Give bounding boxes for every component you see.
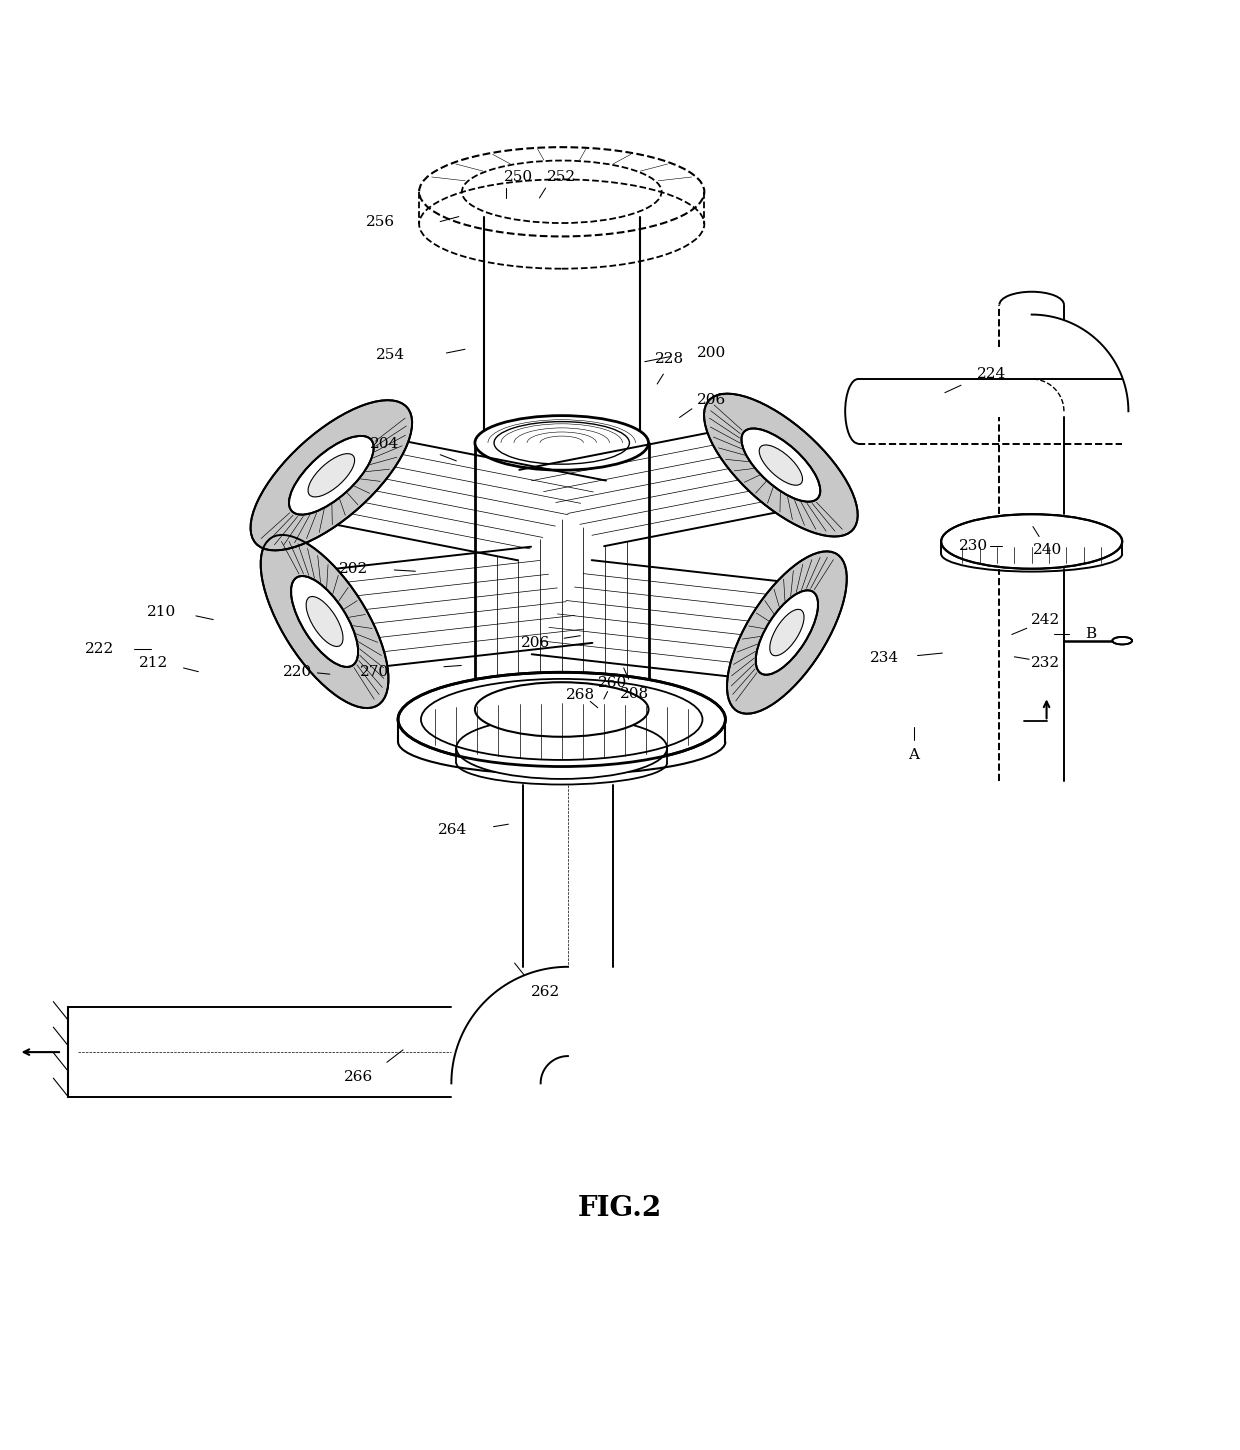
Polygon shape xyxy=(520,426,823,547)
Text: 254: 254 xyxy=(376,348,405,362)
Ellipse shape xyxy=(306,596,343,647)
Text: 224: 224 xyxy=(977,367,1007,381)
Ellipse shape xyxy=(755,590,818,674)
Polygon shape xyxy=(475,442,649,709)
Text: 208: 208 xyxy=(620,687,650,700)
Polygon shape xyxy=(288,435,606,560)
Text: 270: 270 xyxy=(360,664,389,679)
Text: 206: 206 xyxy=(521,637,551,650)
Ellipse shape xyxy=(456,716,667,779)
Text: 210: 210 xyxy=(146,605,176,619)
Ellipse shape xyxy=(759,445,802,486)
Ellipse shape xyxy=(291,576,358,667)
Text: A: A xyxy=(909,748,919,761)
Ellipse shape xyxy=(289,436,373,515)
Text: 262: 262 xyxy=(531,985,560,999)
Text: B: B xyxy=(1086,628,1096,641)
Ellipse shape xyxy=(941,515,1122,568)
Text: 222: 222 xyxy=(84,642,114,657)
Text: 212: 212 xyxy=(139,655,169,670)
Ellipse shape xyxy=(704,393,858,536)
Text: 202: 202 xyxy=(339,561,368,576)
Polygon shape xyxy=(1032,315,1128,412)
Ellipse shape xyxy=(398,673,725,767)
Text: 250: 250 xyxy=(503,170,533,184)
Text: FIG.2: FIG.2 xyxy=(578,1195,662,1222)
Text: 242: 242 xyxy=(1030,612,1060,626)
Ellipse shape xyxy=(727,551,847,713)
Text: 252: 252 xyxy=(547,170,577,184)
Text: 256: 256 xyxy=(366,215,396,229)
Text: 268: 268 xyxy=(565,689,595,702)
Ellipse shape xyxy=(742,428,821,502)
Ellipse shape xyxy=(308,454,355,497)
Ellipse shape xyxy=(1112,637,1132,644)
Text: 220: 220 xyxy=(283,664,312,679)
Text: 230: 230 xyxy=(959,539,988,554)
Text: 264: 264 xyxy=(438,824,467,838)
Polygon shape xyxy=(78,1008,451,1096)
Ellipse shape xyxy=(770,609,804,655)
Text: 232: 232 xyxy=(1030,655,1060,670)
Polygon shape xyxy=(294,547,593,670)
Text: 240: 240 xyxy=(1033,544,1063,557)
Polygon shape xyxy=(451,967,568,1083)
Text: 266: 266 xyxy=(343,1070,373,1085)
Text: 234: 234 xyxy=(869,651,899,666)
Text: 206: 206 xyxy=(697,393,727,407)
Ellipse shape xyxy=(250,400,412,551)
Text: 200: 200 xyxy=(697,347,727,360)
Ellipse shape xyxy=(475,416,649,470)
Ellipse shape xyxy=(260,535,388,708)
Text: 260: 260 xyxy=(598,676,627,690)
Text: 204: 204 xyxy=(370,436,399,451)
Polygon shape xyxy=(532,560,817,680)
Ellipse shape xyxy=(475,682,649,737)
Text: 228: 228 xyxy=(655,352,684,367)
